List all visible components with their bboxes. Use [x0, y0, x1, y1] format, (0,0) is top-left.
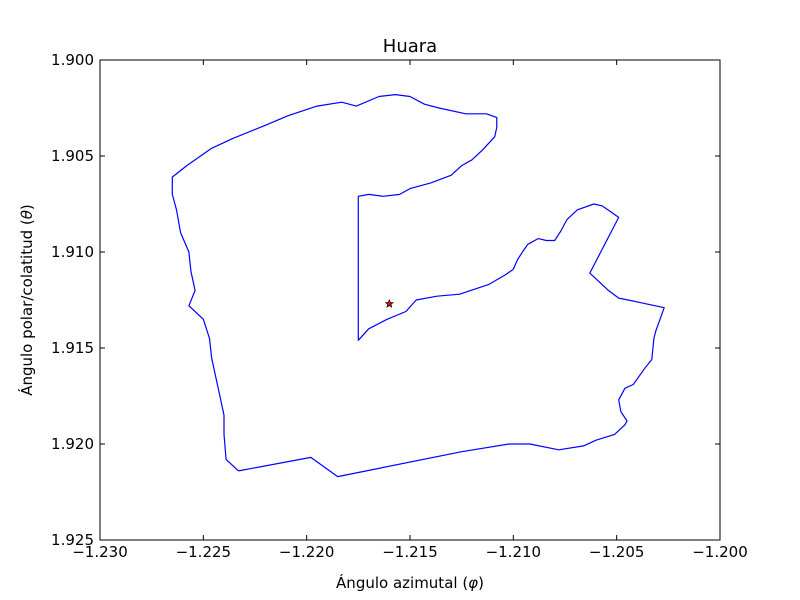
- plot-area: [100, 60, 720, 540]
- series-group: [171, 94, 665, 478]
- series-line-outline: [171, 94, 665, 478]
- y-axis-label-text: Ángulo polar/colatitud (: [17, 219, 36, 396]
- x-axis: −1.230 −1.225 −1.220 −1.215 −1.210 −1.205 −1.2…: [72, 60, 748, 561]
- x-tick-label: −1.210: [486, 543, 542, 561]
- x-tick-label: −1.225: [176, 543, 232, 561]
- x-axis-label-symbol: φ: [468, 574, 478, 592]
- y-tick-label: 1.915: [51, 339, 94, 357]
- star-marker: [384, 298, 395, 308]
- y-axis: 1.900 1.905 1.910 1.915 1.920 1.925: [51, 51, 720, 549]
- x-axis-label: Ángulo azimutal (φ): [336, 573, 484, 592]
- y-tick-label: 1.900: [51, 51, 94, 69]
- x-axis-label-close: ): [478, 574, 484, 592]
- y-tick-label: 1.925: [51, 531, 94, 549]
- y-axis-label: Ángulo polar/colatitud (θ): [17, 204, 36, 396]
- y-tick-label: 1.905: [51, 147, 94, 165]
- y-tick-label: 1.920: [51, 435, 94, 453]
- plot-frame: [99, 59, 721, 541]
- x-tick-label: −1.220: [279, 543, 335, 561]
- x-tick-label: −1.230: [72, 543, 128, 561]
- x-tick-label: −1.205: [589, 543, 645, 561]
- marker-group: [384, 298, 395, 308]
- y-tick-label: 1.910: [51, 243, 94, 261]
- chart-title: Huara: [383, 36, 437, 57]
- y-axis-label-symbol: θ: [18, 210, 36, 219]
- x-tick-label: −1.215: [382, 543, 438, 561]
- x-axis-label-text: Ángulo azimutal (: [336, 573, 468, 592]
- x-tick-label: −1.200: [692, 543, 748, 561]
- y-axis-label-close: ): [18, 204, 36, 210]
